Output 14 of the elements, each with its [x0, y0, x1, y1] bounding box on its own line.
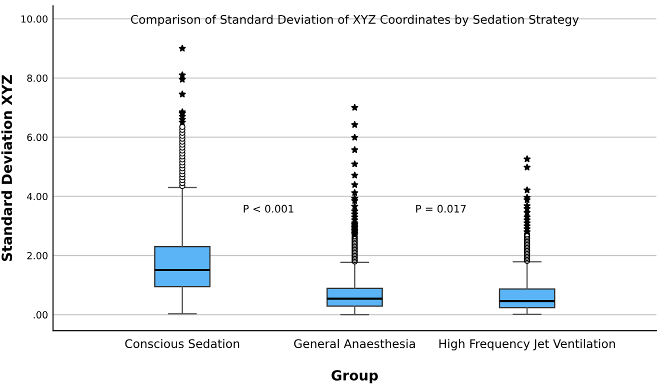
y-tick-label: 10.00 [21, 15, 48, 23]
x-axis-title: Group [332, 370, 378, 384]
y-tick-label: 2.00 [27, 252, 48, 260]
y-tick-label: 6.00 [27, 134, 48, 142]
y-tick-label: 8.00 [27, 74, 48, 82]
y-axis-title: Standard Deviation XYZ [1, 75, 12, 261]
text: Comparison of Standard Deviation of XYZ Coordinates by Sedation Strategy [130, 14, 579, 26]
x-tick-label: High Frequency Jet Ventilation [439, 338, 615, 350]
y-tick-label: 4.00 [27, 192, 48, 200]
x-tick-label: Conscious Sedation [125, 338, 240, 348]
y-tick-label: .00 [34, 311, 48, 319]
annotation: P < 0.001 [244, 204, 294, 213]
x-tick-label: General Anaesthesia [294, 338, 415, 348]
annotation: P = 0.017 [416, 204, 466, 213]
